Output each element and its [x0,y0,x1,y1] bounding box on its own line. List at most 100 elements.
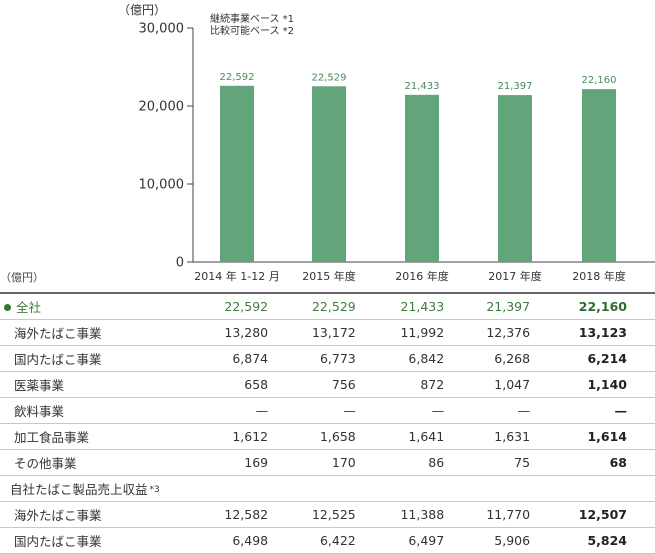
table-cell [357,475,447,502]
table-cell: 6,874 [185,345,271,372]
table-cell: 6,773 [270,345,358,372]
table-cell [446,475,533,502]
table-row: 海外たばこ事業 13,280 13,172 11,992 12,376 13,123 [0,319,655,346]
table-cell: — [185,397,271,424]
bullet-dot-icon [4,304,11,311]
table-cell: 6,497 [357,527,447,554]
table-cell [270,475,358,502]
row-label: 加工食品事業 [0,423,186,450]
table-row: 国内たばこ事業 6,498 6,422 6,497 5,906 5,824 [0,527,655,554]
table-row: 医薬事業 658 756 872 1,047 1,140 [0,371,655,398]
table-cell: 12,507 [532,501,655,528]
row-label: その他事業 [0,449,186,476]
row-label-text: 国内たばこ事業 [14,534,102,549]
table-cell: 1,614 [532,423,655,450]
table-cell: 6,214 [532,345,655,372]
table-cell: 12,582 [185,501,271,528]
row-label-text: 医薬事業 [14,378,65,393]
table-cell [532,475,655,502]
table-cell: 68 [532,449,655,476]
x-tick-label: 2016 年度 [395,269,449,283]
table-cell: 6,842 [357,345,447,372]
table-row: 自社たばこ製品売上収益 *3 [0,475,655,502]
table-cell: 13,280 [185,319,271,346]
table-cell: 1,612 [185,423,271,450]
table-cell: 12,376 [446,319,533,346]
table-cell [185,475,271,502]
revenue-table: 全社 22,592 22,529 21,433 21,397 22,160 海外たばこ事業 1… [0,292,655,554]
bar-value-label: 22,160 [582,75,617,86]
row-label: 飲料事業 [0,397,186,424]
table-cell: 86 [357,449,447,476]
table-cell: — [270,397,358,424]
table-row: 国内たばこ事業 6,874 6,773 6,842 6,268 6,214 [0,345,655,372]
table-row: 加工食品事業 1,612 1,658 1,641 1,631 1,614 [0,423,655,450]
table-cell: 75 [446,449,533,476]
table-cell: 1,047 [446,371,533,398]
row-label-text: 全社 [16,300,42,315]
y-tick-label: 0 [176,256,184,271]
bar-value-label: 21,397 [498,81,533,92]
row-label: 国内たばこ事業 [0,345,186,372]
table-cell: 872 [357,371,447,398]
table-cell: 13,123 [532,319,655,346]
table-cell: 21,397 [446,292,533,320]
table-cell: 1,140 [532,371,655,398]
table-cell: 12,525 [270,501,358,528]
row-label-text: 海外たばこ事業 [14,508,102,523]
table-cell: 756 [270,371,358,398]
x-tick-label: 2014 年 1-12 月 [194,269,279,283]
table-cell: 170 [270,449,358,476]
table-cell: 6,268 [446,345,533,372]
table-cell: 1,641 [357,423,447,450]
bar [498,95,532,263]
x-tick-label: 2017 年度 [488,269,542,283]
table-cell: 11,992 [357,319,447,346]
bars-group: 22,592 2014 年 1-12 月 22,529 2015 年度 21,433 20… [194,72,625,283]
table-cell: — [532,397,655,424]
table-cell: 13,172 [270,319,358,346]
table-row: その他事業 169 170 86 75 68 [0,449,655,476]
y-axis-unit-label: （億円） [118,3,166,17]
footnote-marker: *3 [149,485,160,495]
table-cell: 6,422 [270,527,358,554]
bar [405,94,439,262]
table-cell: 22,160 [532,292,655,320]
row-label: 海外たばこ事業 [0,319,186,346]
revenue-bar-chart: （億円） 継続事業ベース *1 比較可能ベース *2 0 10,000 20,000… [118,3,655,283]
table-cell: 21,433 [357,292,447,320]
row-label-text: 自社たばこ製品売上収益 [10,482,148,497]
y-axis-ticks: 0 10,000 20,000 30,000 [139,22,193,271]
table-cell: 22,529 [270,292,358,320]
row-label: 医薬事業 [0,371,186,398]
bar-value-label: 22,592 [220,72,255,83]
table-cell: 5,906 [446,527,533,554]
row-label-text: 国内たばこ事業 [14,352,102,367]
row-label: 海外たばこ事業 [0,501,186,528]
table-cell: 658 [185,371,271,398]
x-tick-label: 2015 年度 [302,269,356,283]
table-cell: 1,631 [446,423,533,450]
table-cell: — [357,397,447,424]
table-cell: 22,592 [185,292,271,320]
y-tick-label: 20,000 [139,100,185,115]
table-row: 飲料事業 — — — — — [0,397,655,424]
table-row: 全社 22,592 22,529 21,433 21,397 22,160 [0,292,655,320]
bar [312,86,346,262]
chart-note-2: 比較可能ベース *2 [210,24,294,37]
table-cell: 1,658 [270,423,358,450]
row-label-text: 加工食品事業 [14,430,90,445]
row-label: 自社たばこ製品売上収益 *3 [0,475,186,502]
x-tick-label: 2018 年度 [572,269,626,283]
row-label-text: 海外たばこ事業 [14,326,102,341]
table-unit-label: （億円） [0,271,44,284]
bar [582,89,616,262]
bar-value-label: 21,433 [405,81,440,92]
bar [220,85,254,262]
table-cell: 11,388 [357,501,447,528]
y-tick-label: 10,000 [139,178,185,193]
chart-note-1: 継続事業ベース *1 [210,12,294,25]
table-cell: 6,498 [185,527,271,554]
table-cell: 169 [185,449,271,476]
table-cell: — [446,397,533,424]
